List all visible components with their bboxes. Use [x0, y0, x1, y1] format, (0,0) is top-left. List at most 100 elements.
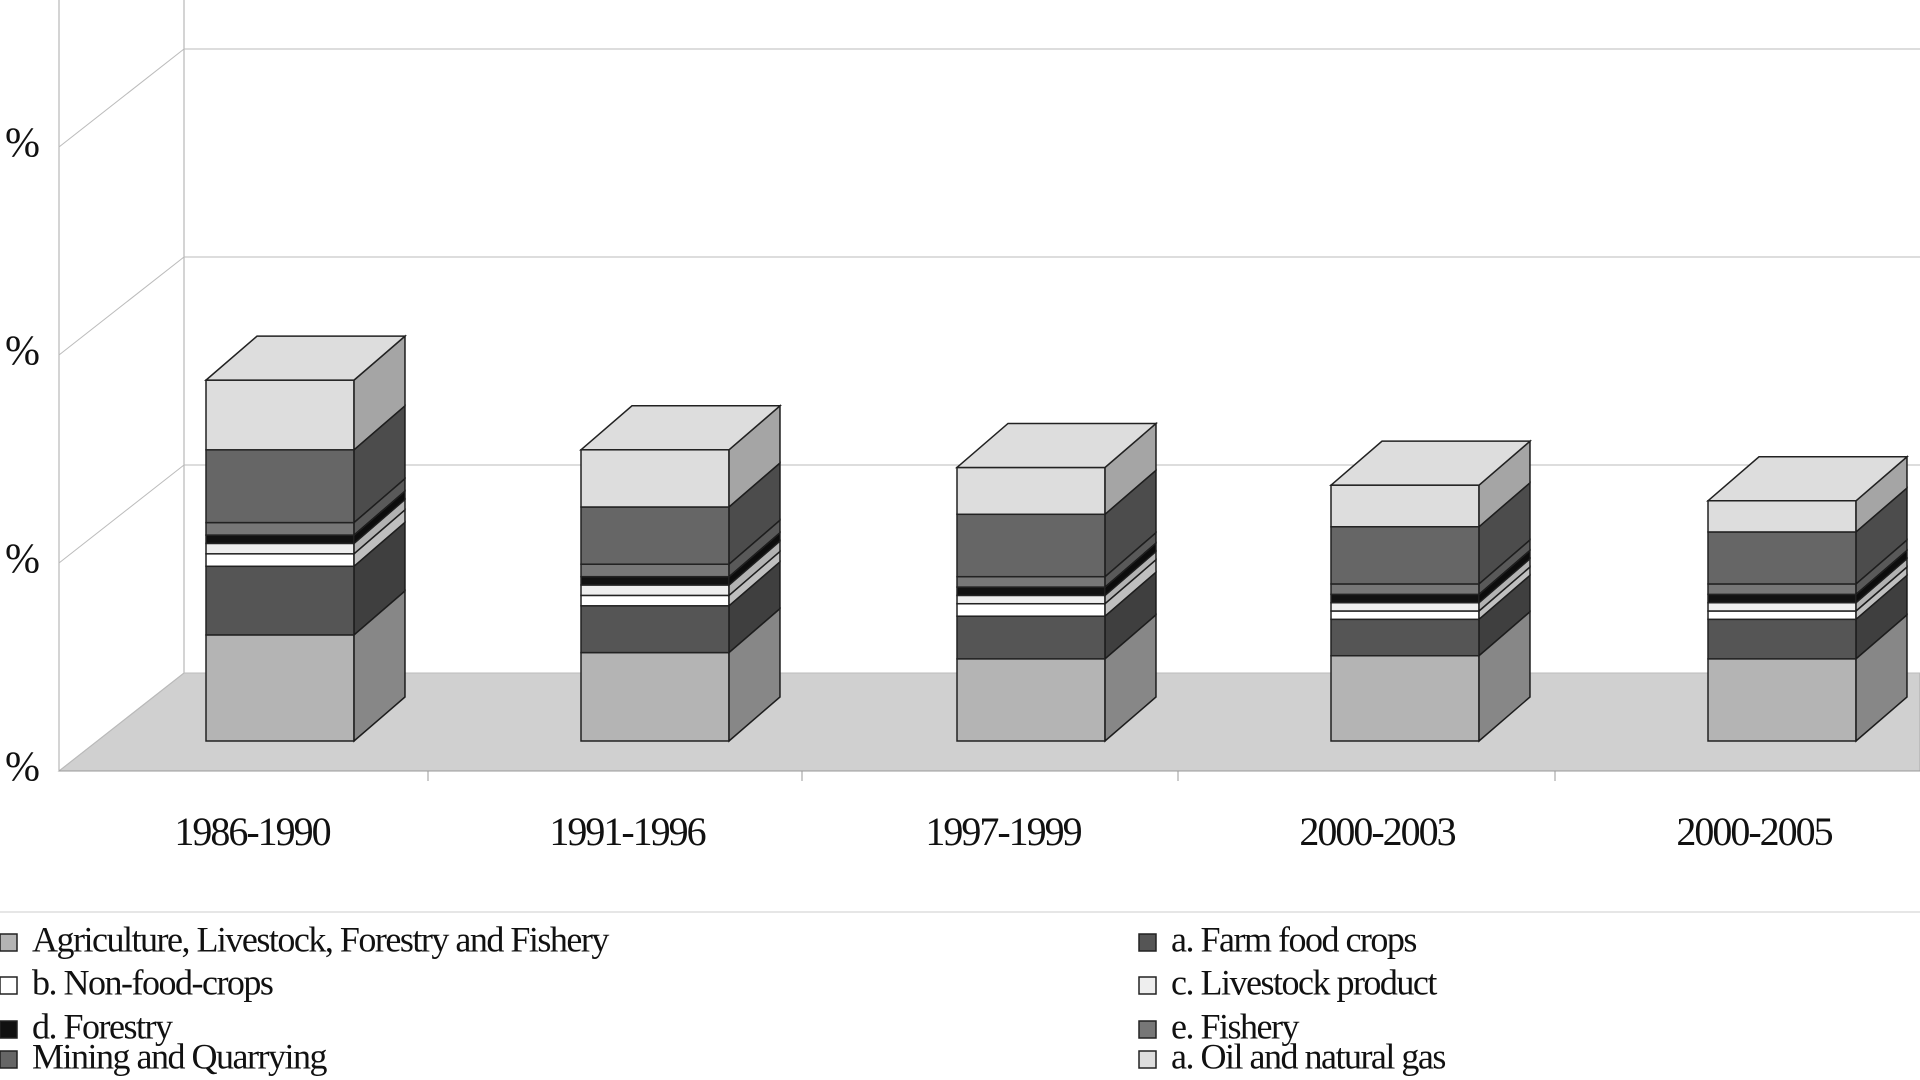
legend-swatch [0, 933, 18, 952]
bar-front [956, 602, 1106, 617]
bar-front [205, 379, 355, 451]
bar-segment [205, 589, 406, 743]
x-tick-label: 1997-1999 [925, 809, 1081, 854]
x-tick-label: 2000-2003 [1299, 809, 1455, 854]
bar-front [956, 658, 1106, 742]
bar-front [956, 513, 1106, 578]
bar-front [1330, 601, 1480, 612]
bar-segment [1707, 573, 1908, 661]
bar-side-shade [1856, 487, 1907, 584]
grid-line-wall [58, 672, 185, 772]
legend-label: a. Farm food crops [1171, 919, 1416, 959]
bar-side-shade [1479, 567, 1530, 620]
bar-front [1707, 593, 1857, 604]
bar-segment [956, 613, 1157, 743]
bar-side-shade [354, 405, 405, 523]
bar-side-shade [1856, 539, 1907, 595]
y-tick-label: % [5, 537, 40, 583]
bar-side-shade [1856, 550, 1907, 603]
bar-side-shade [354, 522, 405, 635]
grid-line-wall [58, 48, 185, 148]
bar-side-shade [1105, 532, 1156, 588]
bar-side-shade [1479, 611, 1530, 741]
y-tick-label: % [5, 745, 40, 791]
bar-side-shade [1479, 558, 1530, 611]
bar-front [205, 634, 355, 742]
bar-side-shade [354, 499, 405, 554]
bar-front [1330, 593, 1480, 604]
bar-front [1707, 531, 1857, 585]
legend-swatch [1138, 933, 1157, 952]
bar-side-shade [1105, 572, 1156, 659]
bar-side-shade [729, 520, 780, 577]
bar-front [580, 651, 730, 742]
grid-line-wall [58, 464, 185, 564]
bar-top [954, 422, 1159, 469]
bar-front [580, 563, 730, 578]
bar-front [956, 594, 1106, 605]
bar-side-shade [1479, 482, 1530, 584]
bar-side-shade [1856, 558, 1907, 611]
bar-segment [1707, 557, 1908, 613]
bar-front [1707, 618, 1857, 660]
bar-side-shade [729, 541, 780, 596]
legend-swatch [0, 1050, 18, 1069]
bar-side-shade [1856, 575, 1907, 659]
legend-label: a. Oil and natural gas [1171, 1036, 1445, 1076]
legend-swatch [1138, 1020, 1157, 1039]
bar-side-shade [354, 590, 405, 741]
bar-side-shade [1856, 567, 1907, 620]
bar-front [205, 553, 355, 568]
legend-label: e. Fishery [1171, 1006, 1299, 1046]
bar-front [956, 575, 1106, 588]
bar-segment [1707, 548, 1908, 605]
bar-side-shade [354, 491, 405, 544]
legend-label: Agriculture, Livestock, Forestry and Fis… [32, 919, 609, 959]
bar-side-shade [1856, 614, 1907, 741]
bar-front [580, 605, 730, 654]
bar-side-shade [1105, 543, 1156, 596]
bar-segment [1707, 486, 1908, 586]
bar-front [1707, 658, 1857, 742]
bar-side-shade [354, 336, 405, 450]
bar-front [580, 575, 730, 586]
legend-swatch [0, 976, 18, 995]
bar-segment [956, 468, 1157, 579]
bar-side-shade [1105, 559, 1156, 617]
bar-front [205, 534, 355, 545]
bar-side-shade [1856, 456, 1907, 532]
bar-segment [205, 334, 406, 452]
bar-segment [956, 558, 1157, 618]
legend-label: b. Non-food-crops [32, 962, 273, 1002]
bar-front [205, 521, 355, 536]
bar-segment [580, 461, 781, 566]
legend-swatch [0, 1020, 18, 1039]
bar-segment [1330, 439, 1531, 529]
bar-front [1330, 610, 1480, 621]
bar-front [1330, 618, 1480, 657]
bar-side-shade [1479, 550, 1530, 603]
bar-front [1707, 583, 1857, 596]
y-tick-label: % [5, 329, 40, 375]
bar-segment [1707, 613, 1908, 743]
legend-label: Mining and Quarrying [32, 1036, 327, 1076]
legend-swatch [1138, 976, 1157, 995]
bar-top [203, 335, 408, 381]
x-tick-label: 1986-1990 [174, 809, 330, 854]
bar-front [1707, 610, 1857, 621]
bar-side-shade [1105, 470, 1156, 577]
bar-side-shade [354, 478, 405, 536]
bar-segment [205, 497, 406, 556]
y-tick-label: % [5, 121, 40, 167]
bar-segment [580, 518, 781, 579]
bar-front [205, 565, 355, 636]
bar-side-shade [354, 509, 405, 567]
bar-front [1330, 526, 1480, 585]
bar-front [205, 449, 355, 524]
bar-side-shade [729, 463, 780, 565]
bar-front [580, 584, 730, 597]
legend-swatch [1138, 1050, 1157, 1069]
bar-front [956, 586, 1106, 597]
